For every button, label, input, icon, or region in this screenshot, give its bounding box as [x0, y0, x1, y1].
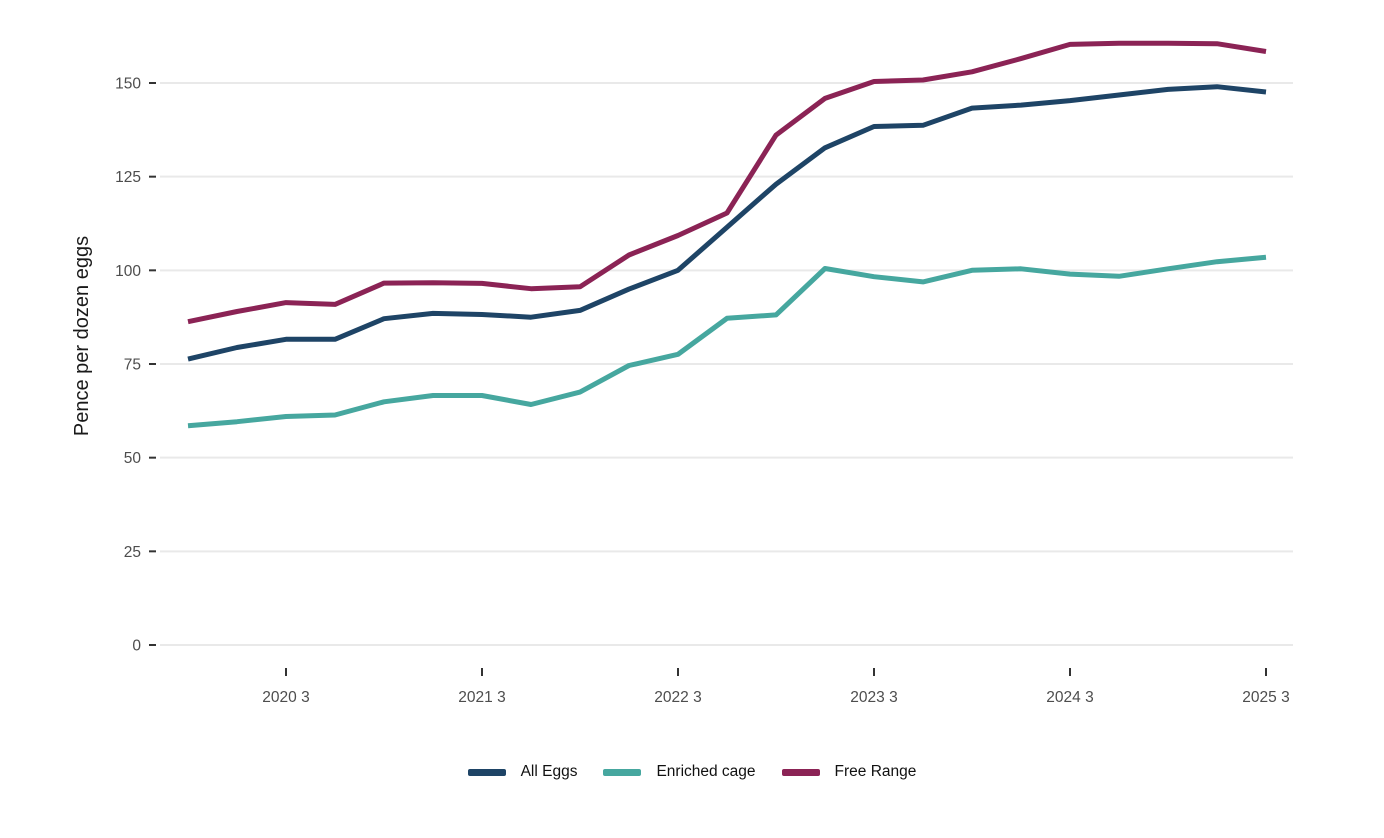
legend-label-free-range: Free Range	[834, 763, 917, 781]
y-tick-label: 50	[124, 450, 142, 467]
legend: All Eggs Enriched cage Free Range	[0, 757, 1384, 787]
legend-swatch-all-eggs	[467, 768, 506, 776]
x-tick-label: 2021 3	[458, 689, 505, 706]
x-axis: 2020 3 2021 3 2022 3 2023 3 2024 3 2025 3	[262, 668, 1290, 706]
x-tick-label: 2023 3	[850, 689, 897, 706]
series-lines	[187, 40, 1267, 429]
line-all-eggs	[187, 84, 1267, 362]
y-tick-label: 75	[124, 356, 141, 373]
x-tick-label: 2022 3	[654, 689, 701, 706]
legend-swatch-free-range	[781, 768, 820, 776]
legend-label-enriched-cage: Enriched cage	[656, 763, 756, 781]
y-tick-label: 150	[115, 75, 141, 92]
x-tick-label: 2020 3	[262, 689, 309, 706]
y-tick-label: 125	[115, 169, 141, 186]
y-axis-title: Pence per dozen eggs	[71, 236, 93, 436]
line-free-range	[187, 40, 1267, 325]
legend-item-free-range: Free Range	[781, 763, 917, 781]
legend-item-enriched-cage: Enriched cage	[603, 763, 756, 781]
y-axis: 0 25 50 75 100 125 150	[115, 75, 156, 655]
y-tick-label: 25	[124, 544, 141, 561]
y-tick-label: 0	[132, 638, 141, 655]
x-tick-label: 2024 3	[1046, 689, 1093, 706]
gridlines	[160, 81, 1293, 646]
x-tick-label: 2025 3	[1242, 689, 1289, 706]
legend-item-all-eggs: All Eggs	[467, 763, 578, 781]
plot-area: 0 25 50 75 100 125 150 2020 3 2021 3 2022 3 2023 3…	[71, 40, 1293, 706]
legend-label-all-eggs: All Eggs	[520, 763, 578, 781]
line-enriched-cage	[187, 254, 1267, 429]
legend-swatch-enriched-cage	[603, 768, 642, 776]
y-tick-label: 100	[115, 263, 141, 280]
chart-svg: 0 25 50 75 100 125 150 2020 3 2021 3 2022 3 2023 3…	[71, 40, 1293, 706]
